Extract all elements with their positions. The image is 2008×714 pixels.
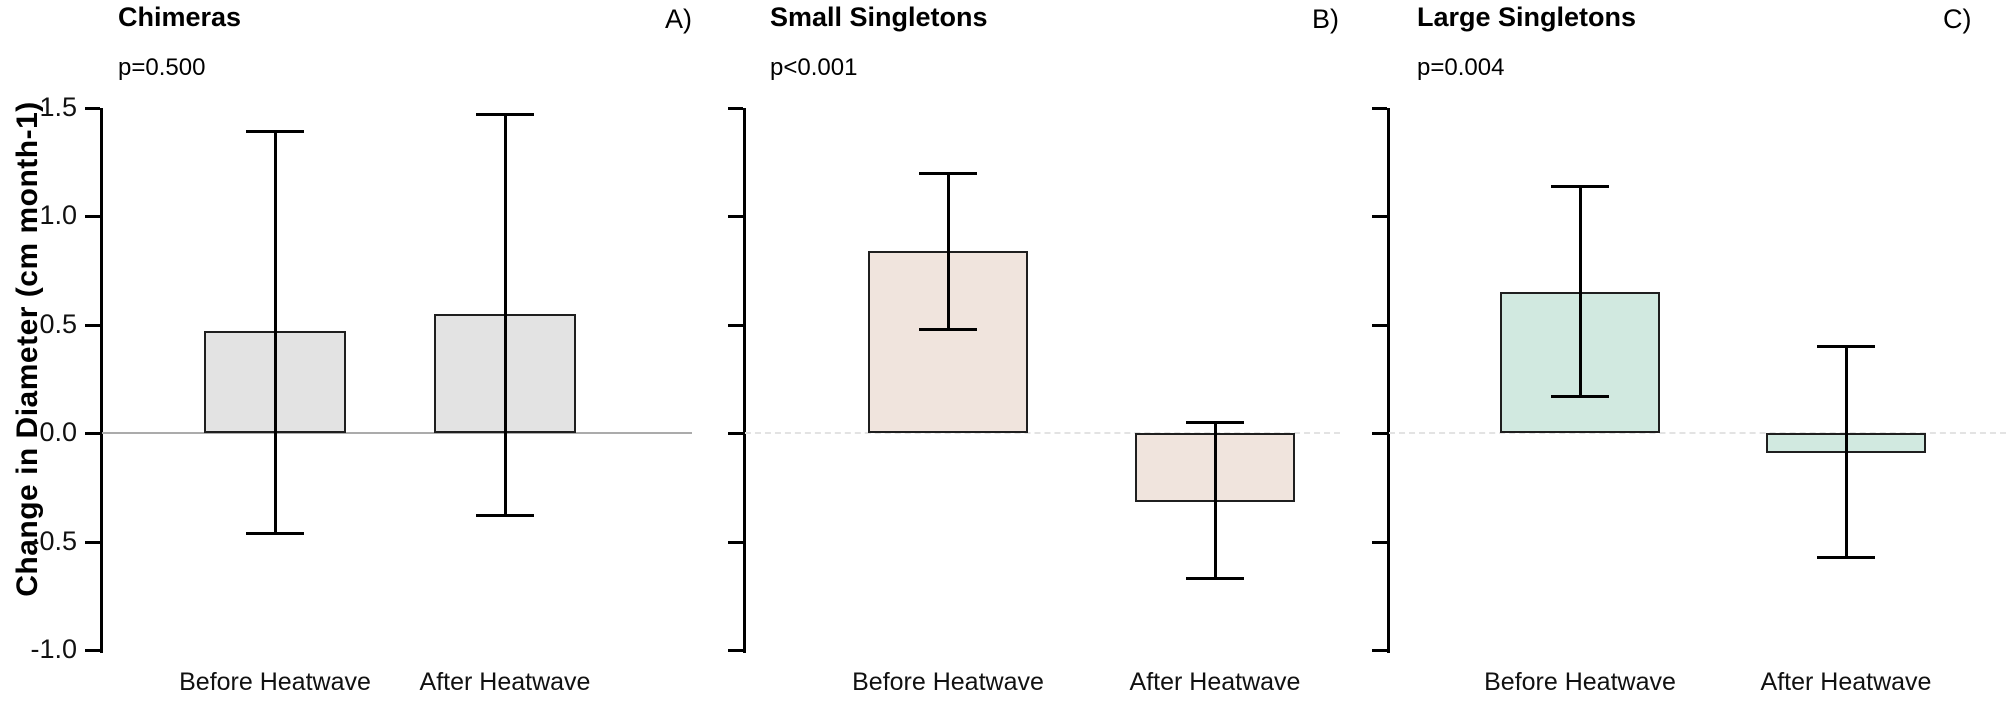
y-axis-tick-chimeras	[85, 540, 100, 544]
y-axis-tick-chimeras	[85, 323, 100, 327]
y-axis-tick-chimeras	[85, 215, 100, 218]
panel-letter-small-singletons: B)	[1312, 4, 1339, 34]
y-axis-spine-small-singletons	[743, 107, 746, 653]
y-axis-tick-small-singletons	[728, 323, 743, 327]
y-axis-tick-large-singletons	[1372, 432, 1387, 435]
x-category-label-large-singletons: After Heatwave	[1760, 668, 1932, 696]
y-axis-tick-small-singletons	[728, 215, 743, 218]
error-bar-cap-top-small-singletons	[919, 171, 977, 175]
y-axis-tick-chimeras	[85, 649, 100, 652]
y-axis-tick-chimeras	[85, 432, 100, 435]
x-category-label-chimeras: After Heatwave	[419, 668, 591, 696]
error-bar-cap-top-chimeras	[476, 113, 534, 116]
x-category-label-small-singletons: After Heatwave	[1129, 668, 1301, 696]
error-bar-line-chimeras	[503, 114, 507, 516]
x-category-label-large-singletons: Before Heatwave	[1484, 668, 1676, 696]
zero-line-chimeras	[102, 432, 692, 434]
error-bar-line-small-singletons	[946, 172, 950, 329]
y-axis-tick-large-singletons	[1372, 540, 1387, 544]
error-bar-cap-bottom-small-singletons	[1186, 577, 1244, 581]
p-value-label-large-singletons: p=0.004	[1417, 54, 1505, 81]
p-value-label-small-singletons: p<0.001	[770, 54, 858, 81]
error-bar-cap-top-small-singletons	[1186, 421, 1244, 425]
y-axis-tick-label: 1.0	[39, 200, 77, 230]
error-bar-cap-bottom-chimeras	[246, 531, 304, 535]
y-axis-spine-large-singletons	[1387, 107, 1390, 653]
panel-title-small-singletons: Small Singletons	[770, 2, 988, 32]
error-bar-line-large-singletons	[1844, 346, 1848, 557]
y-axis-tick-label: -0.5	[30, 525, 77, 556]
error-bar-cap-top-large-singletons	[1551, 184, 1609, 188]
zero-line-large-singletons	[1389, 432, 2006, 434]
y-axis-title: Change in Diameter (cm month-1)	[11, 101, 44, 597]
y-axis-tick-chimeras	[85, 106, 100, 110]
y-axis-tick-small-singletons	[728, 649, 743, 652]
error-bar-cap-top-large-singletons	[1817, 345, 1875, 349]
y-axis-tick-large-singletons	[1372, 106, 1387, 110]
p-value-label-chimeras: p=0.500	[118, 54, 206, 81]
error-bar-line-small-singletons	[1213, 422, 1217, 579]
error-bar-cap-bottom-chimeras	[476, 514, 534, 518]
error-bar-cap-top-chimeras	[246, 130, 304, 134]
error-bar-cap-bottom-large-singletons	[1551, 395, 1609, 399]
y-axis-tick-label: 1.5	[39, 91, 77, 122]
x-category-label-small-singletons: Before Heatwave	[852, 668, 1044, 696]
panel-title-large-singletons: Large Singletons	[1417, 2, 1637, 32]
y-axis-tick-large-singletons	[1372, 215, 1387, 218]
error-bar-line-chimeras	[273, 131, 277, 533]
zero-line-small-singletons	[745, 432, 1340, 434]
panel-letter-chimeras: A)	[665, 4, 692, 34]
y-axis-tick-large-singletons	[1372, 649, 1387, 652]
y-axis-tick-label: 0.0	[39, 417, 77, 447]
error-bar-cap-bottom-large-singletons	[1817, 555, 1875, 559]
panel-letter-large-singletons: C)	[1943, 4, 1972, 34]
y-axis-tick-small-singletons	[728, 106, 743, 110]
error-bar-line-large-singletons	[1578, 185, 1582, 397]
y-axis-tick-label: -1.0	[30, 634, 77, 664]
x-category-label-chimeras: Before Heatwave	[179, 668, 371, 696]
error-bar-cap-bottom-small-singletons	[919, 327, 977, 331]
y-axis-tick-small-singletons	[728, 432, 743, 435]
y-axis-spine-chimeras	[100, 107, 103, 653]
y-axis-tick-label: 0.5	[39, 308, 77, 339]
y-axis-tick-small-singletons	[728, 540, 743, 544]
y-axis-tick-large-singletons	[1372, 323, 1387, 327]
panel-title-chimeras: Chimeras	[118, 2, 242, 32]
